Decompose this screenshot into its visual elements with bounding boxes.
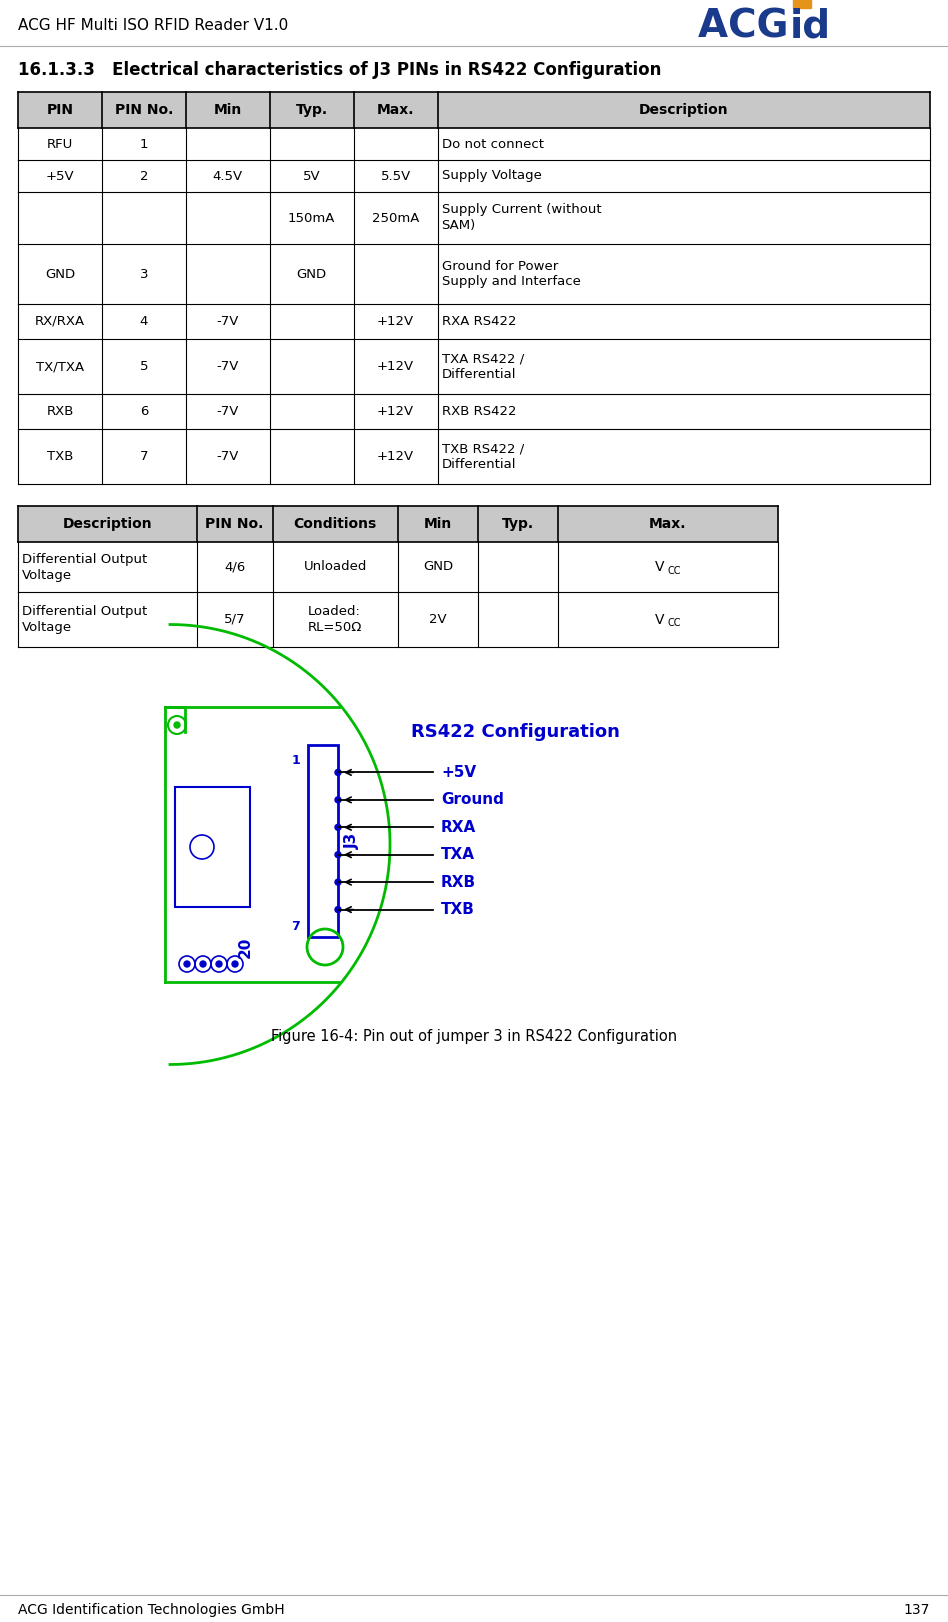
Bar (18, 92, 930, 128)
Text: V: V (655, 560, 665, 574)
Text: CC: CC (667, 618, 682, 628)
Text: 1: 1 (291, 754, 300, 767)
Text: -7V: -7V (216, 315, 239, 328)
Text: 137: 137 (903, 1603, 930, 1617)
Text: 1: 1 (139, 138, 148, 151)
Text: Conditions: Conditions (294, 517, 377, 530)
Text: Figure 16-4: Pin out of jumper 3 in RS422 Configuration: Figure 16-4: Pin out of jumper 3 in RS42… (271, 1030, 677, 1045)
Text: Min: Min (424, 517, 452, 530)
Text: GND: GND (423, 561, 453, 574)
Circle shape (335, 824, 341, 830)
Text: Description: Description (639, 104, 729, 117)
Text: Ground for Power
Supply and Interface: Ground for Power Supply and Interface (442, 260, 580, 289)
Text: V: V (655, 613, 665, 626)
Text: +12V: +12V (377, 315, 414, 328)
Circle shape (335, 879, 341, 886)
Text: 4.5V: 4.5V (212, 170, 243, 183)
Circle shape (200, 960, 206, 967)
Text: 5: 5 (139, 360, 148, 373)
Circle shape (335, 769, 341, 775)
Text: 250mA: 250mA (372, 211, 419, 224)
Text: Description: Description (63, 517, 152, 530)
Text: 7: 7 (291, 921, 300, 934)
Text: RXB: RXB (441, 874, 476, 889)
Text: PIN: PIN (46, 104, 73, 117)
Circle shape (232, 960, 238, 967)
Text: +5V: +5V (46, 170, 74, 183)
Text: Differential Output
Voltage: Differential Output Voltage (22, 553, 147, 582)
Text: 4/6: 4/6 (224, 561, 246, 574)
Text: TX/TXA: TX/TXA (36, 360, 84, 373)
Text: 20: 20 (238, 936, 252, 957)
Text: Ground: Ground (441, 793, 504, 808)
Text: RX/RXA: RX/RXA (35, 315, 85, 328)
Text: 16.1.3.3   Electrical characteristics of J3 PINs in RS422 Configuration: 16.1.3.3 Electrical characteristics of J… (18, 62, 662, 79)
Text: Max.: Max. (649, 517, 686, 530)
Text: TXA RS422 /
Differential: TXA RS422 / Differential (442, 352, 523, 381)
Text: RXA RS422: RXA RS422 (442, 315, 516, 328)
Text: RS422 Configuration: RS422 Configuration (411, 723, 620, 741)
Text: ACG HF Multi ISO RFID Reader V1.0: ACG HF Multi ISO RFID Reader V1.0 (18, 18, 288, 34)
Circle shape (335, 796, 341, 803)
Text: Min: Min (213, 104, 242, 117)
Circle shape (335, 907, 341, 913)
Text: TXB: TXB (441, 902, 475, 916)
Text: +12V: +12V (377, 449, 414, 462)
Text: 3: 3 (139, 268, 148, 281)
Text: TXB RS422 /
Differential: TXB RS422 / Differential (442, 443, 523, 470)
Text: RXB RS422: RXB RS422 (442, 406, 516, 418)
Text: -7V: -7V (216, 449, 239, 462)
Bar (793, 0, 811, 8)
Text: ACG: ACG (698, 6, 802, 45)
Text: +12V: +12V (377, 406, 414, 418)
Text: Do not connect: Do not connect (442, 138, 543, 151)
Text: RXA: RXA (441, 819, 476, 835)
Text: RFU: RFU (46, 138, 73, 151)
Text: Unloaded: Unloaded (303, 561, 367, 574)
Text: 5V: 5V (302, 170, 320, 183)
Text: PIN No.: PIN No. (115, 104, 173, 117)
Text: +12V: +12V (377, 360, 414, 373)
Text: 5/7: 5/7 (224, 613, 246, 626)
Text: Supply Voltage: Supply Voltage (442, 170, 541, 183)
Bar (175, 787, 250, 907)
Circle shape (335, 852, 341, 858)
Text: TXB: TXB (46, 449, 73, 462)
Bar (308, 744, 338, 938)
Text: GND: GND (45, 268, 75, 281)
Text: -7V: -7V (216, 406, 239, 418)
Circle shape (168, 715, 186, 735)
Circle shape (216, 960, 222, 967)
Text: GND: GND (297, 268, 327, 281)
Text: 150mA: 150mA (288, 211, 336, 224)
Text: 2: 2 (139, 170, 148, 183)
Text: 6: 6 (139, 406, 148, 418)
Text: TXA: TXA (441, 847, 475, 863)
Text: 7: 7 (139, 449, 148, 462)
Text: Max.: Max. (376, 104, 414, 117)
Text: Typ.: Typ. (501, 517, 534, 530)
Text: PIN No.: PIN No. (206, 517, 264, 530)
Bar (18, 506, 778, 542)
Text: 2V: 2V (429, 613, 447, 626)
Text: ACG Identification Technologies GmbH: ACG Identification Technologies GmbH (18, 1603, 284, 1617)
Text: CC: CC (667, 566, 682, 576)
Circle shape (184, 960, 190, 967)
Circle shape (174, 722, 180, 728)
Text: 5.5V: 5.5V (380, 170, 410, 183)
Text: id: id (790, 6, 831, 45)
Text: Typ.: Typ. (296, 104, 328, 117)
Text: RXB: RXB (46, 406, 74, 418)
Text: J3: J3 (344, 832, 359, 850)
Text: +5V: +5V (441, 766, 476, 780)
Text: Supply Current (without
SAM): Supply Current (without SAM) (442, 203, 601, 232)
Text: 4: 4 (139, 315, 148, 328)
Text: Loaded:
RL=50Ω: Loaded: RL=50Ω (308, 605, 362, 634)
Text: -7V: -7V (216, 360, 239, 373)
Text: Differential Output
Voltage: Differential Output Voltage (22, 605, 147, 634)
